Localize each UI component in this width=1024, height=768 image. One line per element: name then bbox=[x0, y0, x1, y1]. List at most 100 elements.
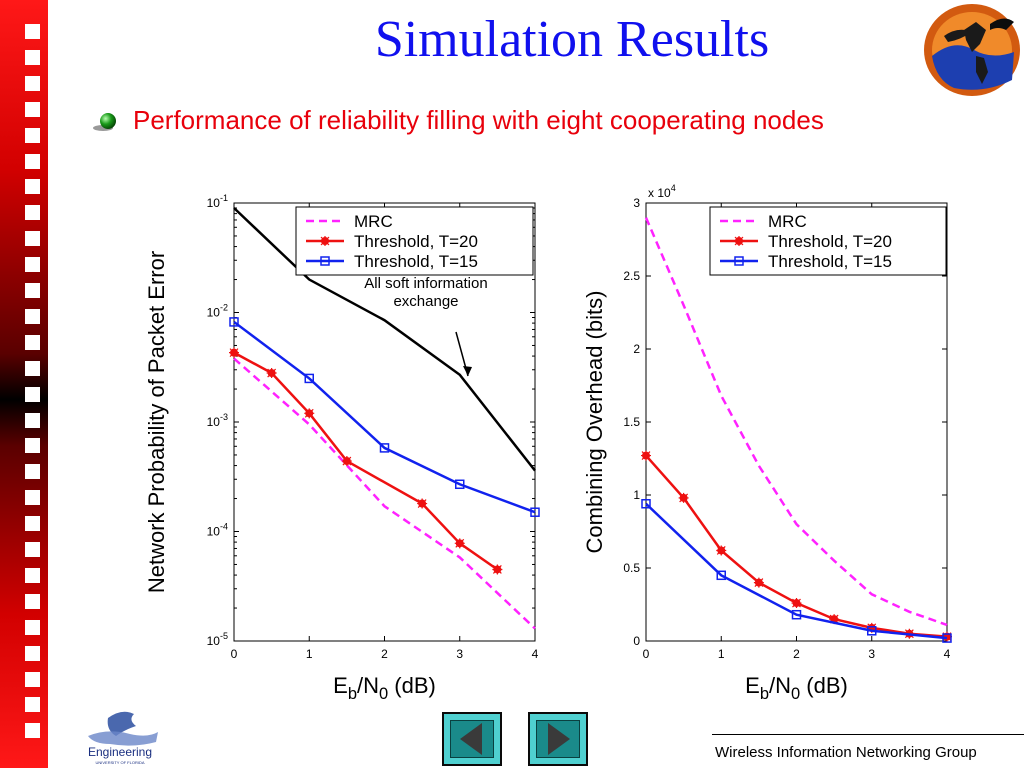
film-hole bbox=[25, 542, 40, 557]
film-strip-border bbox=[0, 0, 48, 768]
y-tick-label: 1 bbox=[633, 488, 640, 502]
series-line bbox=[233, 357, 536, 630]
legend-marker-cross bbox=[734, 236, 744, 246]
data-point-cross bbox=[716, 545, 727, 556]
film-hole bbox=[25, 645, 40, 661]
data-point bbox=[455, 479, 465, 490]
footer-divider bbox=[712, 734, 1024, 735]
previous-slide-button[interactable] bbox=[442, 712, 502, 766]
film-hole bbox=[25, 127, 40, 143]
y-tick-label: 10-2 bbox=[207, 303, 228, 320]
y-tick-label: 10-3 bbox=[207, 412, 228, 429]
legend-label: MRC bbox=[768, 212, 807, 231]
slide-subtitle: Performance of reliability filling with … bbox=[133, 105, 824, 135]
data-point bbox=[791, 609, 802, 620]
film-hole bbox=[25, 386, 40, 402]
film-hole bbox=[25, 283, 40, 298]
film-hole bbox=[25, 334, 40, 350]
film-hole bbox=[25, 723, 40, 739]
slide-title: Simulation Results bbox=[374, 11, 770, 68]
series-threshold-t-15 bbox=[641, 499, 952, 643]
x-tick-label: 4 bbox=[532, 647, 539, 661]
legend-label: Threshold, T=15 bbox=[354, 252, 478, 271]
x-tick-label: 0 bbox=[231, 647, 238, 661]
film-hole bbox=[25, 231, 40, 247]
series-mrc bbox=[233, 357, 536, 630]
film-hole bbox=[25, 619, 40, 635]
annotation-text: exchange bbox=[393, 293, 458, 310]
university-logo-icon bbox=[924, 4, 1020, 96]
legend-marker bbox=[734, 256, 744, 266]
film-hole bbox=[25, 697, 40, 713]
series-threshold-t-15 bbox=[229, 317, 540, 517]
film-hole bbox=[25, 153, 40, 169]
film-hole bbox=[25, 490, 40, 506]
y-tick-label: 2 bbox=[633, 342, 640, 356]
y-tick-label: 10-1 bbox=[207, 193, 228, 210]
data-point bbox=[304, 373, 314, 384]
legend-marker bbox=[320, 256, 330, 266]
plot-frame bbox=[645, 202, 948, 642]
film-hole bbox=[25, 49, 40, 65]
series-line bbox=[645, 502, 948, 640]
data-point-cross bbox=[791, 598, 802, 609]
y-tick-label: 10-5 bbox=[207, 631, 228, 648]
data-point bbox=[942, 633, 952, 643]
data-point bbox=[867, 626, 877, 636]
data-point-cross bbox=[678, 492, 689, 503]
x-tick-label: 1 bbox=[306, 647, 313, 661]
y-axis-label: Network Probability of Packet Error bbox=[144, 251, 169, 593]
next-slide-button[interactable] bbox=[528, 712, 588, 766]
film-hole bbox=[25, 179, 40, 195]
engineering-logo-subtext: UNIVERSITY OF FLORIDA bbox=[95, 760, 144, 765]
film-hole bbox=[25, 308, 40, 324]
footer-text: Wireless Information Networking Group bbox=[715, 744, 977, 761]
film-hole bbox=[25, 464, 40, 480]
y-tick-label: 0.5 bbox=[623, 561, 640, 575]
x-tick-label: 2 bbox=[793, 647, 800, 661]
data-point-cross bbox=[454, 538, 465, 549]
x-tick-label: 4 bbox=[944, 647, 951, 661]
series-line bbox=[644, 217, 948, 627]
y-tick-label: 1.5 bbox=[623, 415, 640, 429]
y-tick-label: 3 bbox=[633, 196, 640, 210]
legend-label: Threshold, T=20 bbox=[768, 232, 892, 251]
data-point-cross bbox=[341, 456, 352, 467]
film-hole bbox=[25, 24, 40, 39]
triangle-left-icon bbox=[460, 723, 482, 755]
data-point bbox=[229, 317, 239, 327]
triangle-right-icon bbox=[548, 723, 570, 755]
series-mrc bbox=[644, 217, 948, 627]
series-threshold-t-20 bbox=[229, 347, 503, 575]
legend-label: Threshold, T=15 bbox=[768, 252, 892, 271]
y-axis-label: Combining Overhead (bits) bbox=[582, 291, 607, 554]
data-point-cross bbox=[304, 408, 315, 419]
film-hole bbox=[25, 101, 40, 117]
series-soft-info bbox=[233, 207, 536, 472]
x-tick-label: 3 bbox=[868, 647, 875, 661]
data-point-cross bbox=[492, 564, 503, 575]
series-line bbox=[233, 207, 536, 472]
y-tick-label: 2.5 bbox=[623, 269, 640, 283]
sphere-bullet-icon bbox=[93, 113, 116, 131]
film-hole bbox=[25, 412, 40, 428]
legend-label: MRC bbox=[354, 212, 393, 231]
y-tick-label: 10-4 bbox=[207, 522, 228, 539]
x-tick-label: 0 bbox=[643, 647, 650, 661]
x-tick-label: 3 bbox=[456, 647, 463, 661]
data-point bbox=[530, 507, 540, 517]
annotation-arrowhead bbox=[463, 366, 472, 376]
data-point-cross bbox=[753, 577, 764, 588]
engineering-logo-icon: Engineering UNIVERSITY OF FLORIDA bbox=[88, 711, 158, 765]
data-point bbox=[716, 570, 726, 581]
engineering-logo-text: Engineering bbox=[88, 745, 152, 759]
annotation-text: All soft information bbox=[364, 275, 487, 292]
legend-label: Threshold, T=20 bbox=[354, 232, 478, 251]
data-point-cross bbox=[266, 368, 277, 379]
x-tick-label: 2 bbox=[381, 647, 388, 661]
film-hole bbox=[25, 438, 40, 454]
film-hole bbox=[25, 360, 40, 376]
data-point bbox=[641, 499, 651, 509]
